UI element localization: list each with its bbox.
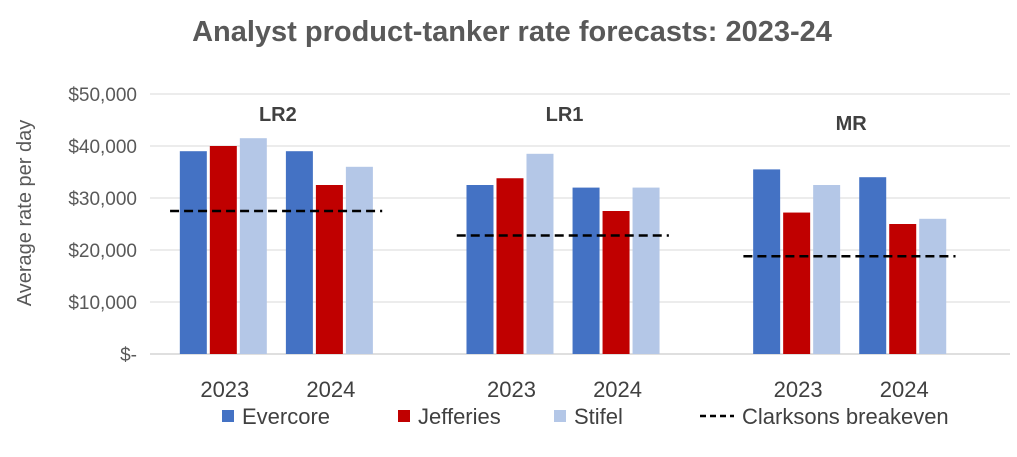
y-tick-label: $10,000: [68, 293, 137, 314]
bar: [753, 169, 781, 354]
x-tick-label: 2023: [487, 377, 536, 402]
bar: [466, 185, 494, 354]
category-labels: 2023 2024 LR2 2023 2024 LR1 2023 2024 MR: [200, 104, 928, 402]
x-tick-label: 2024: [306, 377, 355, 402]
bar: [889, 224, 917, 354]
x-tick-label: 2024: [880, 377, 929, 402]
bar: [345, 166, 373, 354]
bar: [859, 177, 887, 354]
group-label: LR1: [546, 104, 584, 126]
group-label: LR2: [259, 104, 297, 126]
legend-swatch: [398, 410, 410, 422]
bars: [179, 138, 947, 354]
legend: Evercore Jefferies Stifel Clarksons breakev…: [222, 404, 949, 429]
legend-label: Jefferies: [418, 404, 501, 429]
legend-label: Clarksons breakeven: [742, 404, 949, 429]
y-tick-label: $40,000: [68, 137, 137, 158]
bar: [496, 178, 524, 354]
legend-label: Stifel: [574, 404, 623, 429]
chart-title: Analyst product-tanker rate forecasts: 2…: [192, 16, 832, 48]
x-tick-label: 2023: [200, 377, 249, 402]
y-tick-label: $50,000: [68, 85, 137, 106]
legend-label: Evercore: [242, 404, 330, 429]
bar: [285, 151, 313, 354]
bar: [632, 187, 660, 354]
bar: [315, 185, 343, 354]
y-tick-label: $20,000: [68, 241, 137, 262]
x-tick-label: 2024: [593, 377, 642, 402]
group-label: MR: [836, 113, 868, 135]
bar: [602, 211, 630, 354]
bar: [239, 138, 267, 354]
bar: [209, 146, 237, 354]
bar: [783, 212, 811, 354]
y-axis-label: Average rate per day: [14, 120, 36, 306]
legend-swatch: [554, 410, 566, 422]
bar: [919, 218, 947, 354]
bar: [572, 187, 600, 354]
bar: [813, 185, 841, 354]
legend-swatch: [222, 410, 234, 422]
y-tick-labels: $- $10,000 $20,000 $30,000 $40,000 $50,000: [68, 85, 137, 366]
x-tick-label: 2023: [774, 377, 823, 402]
bar: [526, 153, 554, 354]
breakeven-lines: [170, 209, 956, 258]
y-tick-label: $30,000: [68, 189, 137, 210]
bar: [179, 151, 207, 354]
y-tick-label: $-: [120, 345, 137, 366]
